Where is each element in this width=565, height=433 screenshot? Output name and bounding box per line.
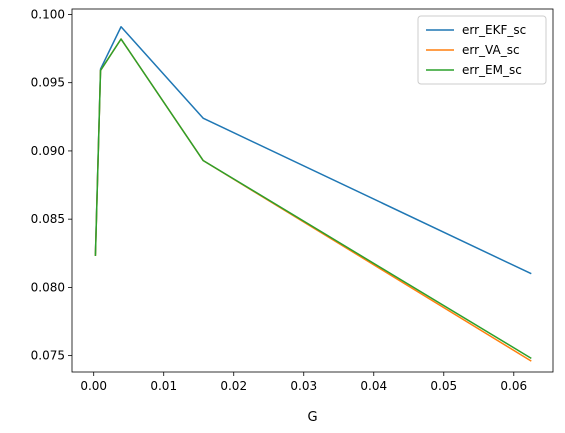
x-tick-label: 0.03 [290, 379, 317, 393]
legend: err_EKF_sc err_VA_sc err_EM_sc [417, 15, 547, 85]
plot-frame [71, 8, 554, 373]
y-tick-label: 0.100 [31, 7, 65, 21]
x-axis: 0.00 0.01 0.02 0.03 0.04 0.05 0.06 [80, 372, 527, 393]
y-axis: 0.075 0.080 0.085 0.090 0.095 0.100 [31, 7, 72, 363]
plot-lines [94, 25, 532, 362]
x-tick-label: 0.01 [150, 379, 177, 393]
series-line-err_VA_sc [94, 38, 532, 362]
x-tick-label: 0.05 [430, 379, 457, 393]
x-tick-label: 0.06 [500, 379, 527, 393]
legend-label: err_EM_sc [462, 63, 522, 77]
y-tick-label: 0.095 [31, 76, 65, 90]
x-tick-label: 0.02 [220, 379, 247, 393]
x-tick-label: 0.04 [360, 379, 387, 393]
y-tick-label: 0.080 [31, 280, 65, 294]
y-tick-label: 0.085 [31, 212, 65, 226]
legend-label: err_EKF_sc [462, 23, 526, 37]
y-tick-label: 0.090 [31, 144, 65, 158]
series-line-err_EM_sc [94, 38, 532, 359]
x-axis-label: G [307, 410, 317, 425]
legend-label: err_VA_sc [462, 43, 520, 57]
x-tick-label: 0.00 [80, 379, 107, 393]
y-tick-label: 0.075 [31, 349, 65, 363]
legend-box [417, 15, 547, 85]
